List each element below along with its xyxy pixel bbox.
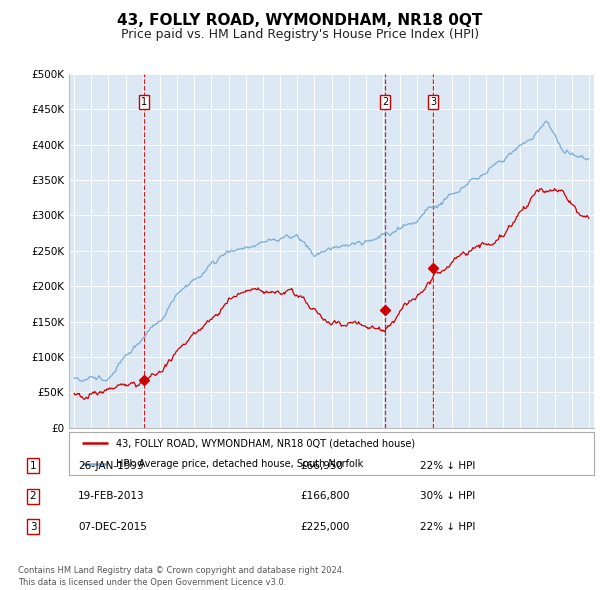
Text: £166,800: £166,800 (300, 491, 349, 501)
Text: 2: 2 (29, 491, 37, 501)
Text: 19-FEB-2013: 19-FEB-2013 (78, 491, 145, 501)
Text: 2: 2 (382, 97, 388, 107)
Text: £225,000: £225,000 (300, 522, 349, 532)
Text: 26-JAN-1999: 26-JAN-1999 (78, 461, 143, 470)
Text: HPI: Average price, detached house, South Norfolk: HPI: Average price, detached house, Sout… (116, 460, 364, 469)
Text: Price paid vs. HM Land Registry's House Price Index (HPI): Price paid vs. HM Land Registry's House … (121, 28, 479, 41)
Text: 43, FOLLY ROAD, WYMONDHAM, NR18 0QT: 43, FOLLY ROAD, WYMONDHAM, NR18 0QT (118, 13, 482, 28)
Text: 3: 3 (29, 522, 37, 532)
Text: 07-DEC-2015: 07-DEC-2015 (78, 522, 147, 532)
Text: 30% ↓ HPI: 30% ↓ HPI (420, 491, 475, 501)
Text: 1: 1 (141, 97, 147, 107)
Text: 1: 1 (29, 461, 37, 470)
Text: 22% ↓ HPI: 22% ↓ HPI (420, 522, 475, 532)
Text: 43, FOLLY ROAD, WYMONDHAM, NR18 0QT (detached house): 43, FOLLY ROAD, WYMONDHAM, NR18 0QT (det… (116, 438, 415, 448)
Text: 22% ↓ HPI: 22% ↓ HPI (420, 461, 475, 470)
Text: Contains HM Land Registry data © Crown copyright and database right 2024.
This d: Contains HM Land Registry data © Crown c… (18, 566, 344, 587)
Text: £66,950: £66,950 (300, 461, 343, 470)
Text: 3: 3 (430, 97, 436, 107)
